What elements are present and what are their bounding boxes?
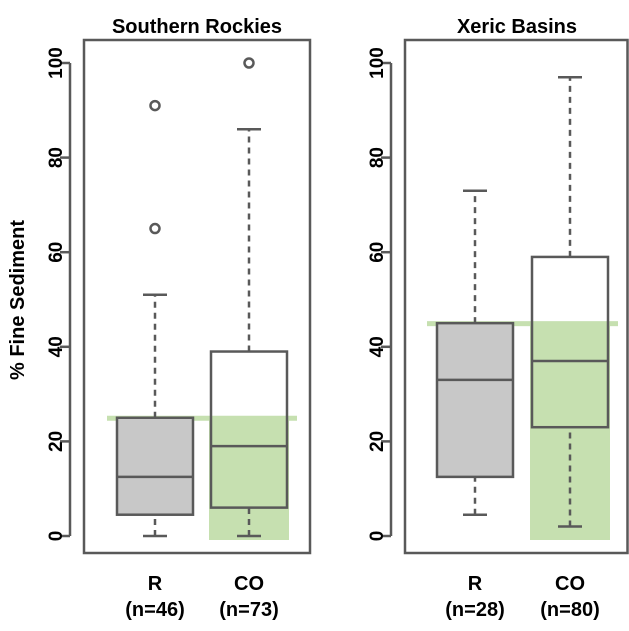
panel-title: Xeric Basins [457, 16, 577, 38]
y-tick-label: 20 [367, 431, 388, 452]
y-tick-label: 40 [46, 336, 67, 357]
category-label: R [148, 573, 163, 595]
reference-line [107, 415, 297, 421]
box-group-r: R (n=28) [435, 189, 515, 621]
panel-1: Xeric Basins 0 20 40 60 80 100 R (n=28) CO (n=80) [367, 16, 629, 621]
box [530, 255, 610, 429]
y-tick-label: 0 [46, 531, 67, 542]
reference-line [427, 321, 618, 327]
category-label: CO [555, 573, 585, 595]
box-group-r: R (n=46) [115, 99, 195, 621]
y-tick-label: 0 [367, 531, 388, 542]
category-label: R [468, 573, 483, 595]
y-tick-label: 60 [367, 242, 388, 263]
reference-band [530, 323, 610, 540]
panel-title: Southern Rockies [112, 16, 282, 38]
sample-size-label: (n=46) [125, 599, 184, 621]
y-tick-label: 80 [367, 147, 388, 168]
box [115, 416, 195, 516]
y-tick-label: 80 [46, 147, 67, 168]
outlier-point [149, 222, 161, 235]
panel-0: Southern Rockies 0 20 40 60 80 100 R (n=46) CO (n=… [46, 16, 312, 621]
y-axis-label: % Fine Sediment [7, 220, 29, 380]
y-tick-label: 60 [46, 242, 67, 263]
y-axis: 0 20 40 60 80 100 [367, 47, 393, 542]
plot-frame [403, 38, 629, 555]
y-tick-label: 20 [46, 431, 67, 452]
box [435, 321, 515, 479]
sample-size-label: (n=28) [445, 599, 504, 621]
y-axis: 0 20 40 60 80 100 [46, 47, 72, 542]
outlier-point [149, 99, 161, 112]
y-tick-label: 100 [367, 47, 388, 79]
box [209, 350, 289, 509]
y-tick-label: 100 [46, 47, 67, 79]
sample-size-label: (n=73) [219, 599, 278, 621]
box-group-co: CO (n=73) [209, 57, 289, 621]
outlier-point [243, 57, 255, 69]
box-group-co: CO (n=80) [530, 75, 610, 621]
y-tick-label: 40 [367, 336, 388, 357]
plot-frame [82, 38, 312, 555]
sample-size-label: (n=80) [540, 599, 599, 621]
category-label: CO [234, 573, 264, 595]
panels: Southern Rockies 0 20 40 60 80 100 R (n=46) CO (n=… [46, 16, 629, 621]
